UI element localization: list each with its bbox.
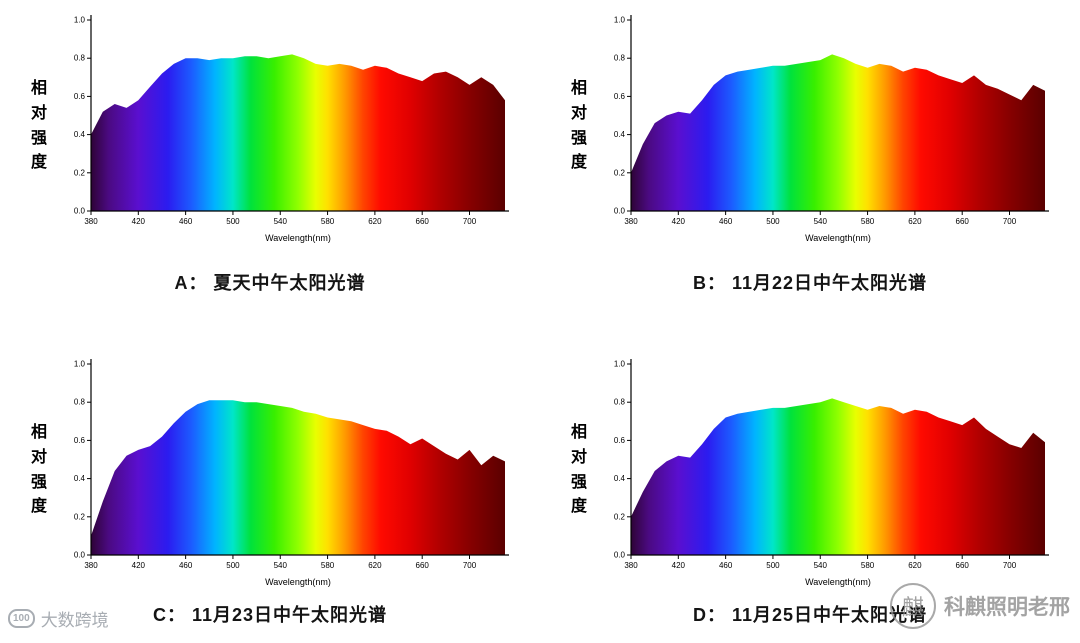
svg-text:540: 540 <box>274 217 288 226</box>
svg-text:0.4: 0.4 <box>74 474 86 483</box>
svg-text:580: 580 <box>321 217 335 226</box>
svg-text:0.6: 0.6 <box>74 436 86 445</box>
svg-text:460: 460 <box>179 561 193 570</box>
svg-text:1.0: 1.0 <box>74 360 86 369</box>
svg-text:420: 420 <box>132 217 146 226</box>
svg-text:0.2: 0.2 <box>74 168 86 177</box>
svg-text:460: 460 <box>719 561 733 570</box>
kirin-seal-icon: 麒 <box>890 583 936 629</box>
svg-text:700: 700 <box>463 561 477 570</box>
y-axis-label: 相对强度 <box>570 423 587 516</box>
svg-text:0.8: 0.8 <box>74 54 86 63</box>
svg-text:0.4: 0.4 <box>74 130 86 139</box>
bottom-left-watermark-text: 大数跨境 <box>40 611 109 630</box>
chart-b-plot-row: 相对强度 0.0 0.2 0.4 0.6 0.8 1.0 380 420 460 500 540 58… <box>569 8 1051 245</box>
svg-text:0.0: 0.0 <box>74 551 86 560</box>
svg-text:1.0: 1.0 <box>74 16 86 25</box>
svg-text:0.0: 0.0 <box>614 207 626 216</box>
svg-text:0.2: 0.2 <box>614 168 626 177</box>
svg-text:500: 500 <box>226 561 240 570</box>
y-axis-label: 相对强度 <box>30 79 47 172</box>
svg-text:0.0: 0.0 <box>74 207 86 216</box>
svg-text:420: 420 <box>132 561 146 570</box>
svg-text:620: 620 <box>908 561 922 570</box>
svg-text:660: 660 <box>416 217 430 226</box>
svg-text:Wavelength(nm): Wavelength(nm) <box>265 577 331 587</box>
svg-text:500: 500 <box>766 561 780 570</box>
svg-text:660: 660 <box>956 561 970 570</box>
svg-text:Wavelength(nm): Wavelength(nm) <box>805 233 871 243</box>
svg-text:620: 620 <box>908 217 922 226</box>
svg-text:Wavelength(nm): Wavelength(nm) <box>265 233 331 243</box>
svg-text:0.8: 0.8 <box>614 398 626 407</box>
svg-text:380: 380 <box>84 561 98 570</box>
svg-text:580: 580 <box>321 561 335 570</box>
spectrum-plot-b: 0.0 0.2 0.4 0.6 0.8 1.0 380 420 460 500 540 580 620 6… <box>614 15 1049 243</box>
svg-text:660: 660 <box>416 561 430 570</box>
svg-text:700: 700 <box>1003 217 1017 226</box>
svg-text:380: 380 <box>624 217 638 226</box>
svg-text:460: 460 <box>179 217 193 226</box>
svg-text:0.8: 0.8 <box>74 398 86 407</box>
svg-text:420: 420 <box>672 217 686 226</box>
svg-text:540: 540 <box>814 561 828 570</box>
svg-text:700: 700 <box>1003 561 1017 570</box>
svg-text:500: 500 <box>226 217 240 226</box>
dashu-kuajing-logo-icon: 100 <box>8 609 35 628</box>
y-axis-label: 相对强度 <box>570 79 587 172</box>
svg-text:0.4: 0.4 <box>614 130 626 139</box>
svg-text:620: 620 <box>368 217 382 226</box>
svg-text:0.2: 0.2 <box>614 512 626 521</box>
chart-caption-b: B： 11月22日中午太阳光谱 <box>692 273 928 293</box>
svg-text:700: 700 <box>463 217 477 226</box>
svg-text:500: 500 <box>766 217 780 226</box>
svg-text:Wavelength(nm): Wavelength(nm) <box>805 577 871 587</box>
svg-text:420: 420 <box>672 561 686 570</box>
svg-text:380: 380 <box>84 217 98 226</box>
svg-text:380: 380 <box>624 561 638 570</box>
chart-a-summer-noon-spectrum: 相对强度 0.0 0.2 0.4 0.6 0.8 1.0 380 420 460 500 540 58… <box>0 0 540 322</box>
svg-text:1.0: 1.0 <box>614 16 626 25</box>
svg-text:460: 460 <box>719 217 733 226</box>
svg-text:0.2: 0.2 <box>74 512 86 521</box>
chart-a-plot-row: 相对强度 0.0 0.2 0.4 0.6 0.8 1.0 380 420 460 500 540 58… <box>29 8 511 245</box>
spectrum-plot-a: 0.0 0.2 0.4 0.6 0.8 1.0 380 420 460 500 540 580 620 6… <box>74 15 509 243</box>
svg-text:0.8: 0.8 <box>614 54 626 63</box>
svg-text:0.6: 0.6 <box>614 92 626 101</box>
chart-d-plot-row: 相对强度 0.0 0.2 0.4 0.6 0.8 1.0 380 420 460 500 540 58… <box>569 352 1051 589</box>
bottom-right-watermark-text: 科麒照明老邢 <box>944 595 1070 619</box>
svg-text:0.4: 0.4 <box>614 474 626 483</box>
svg-text:0.6: 0.6 <box>614 436 626 445</box>
chart-d-nov25-noon-spectrum: 相对强度 0.0 0.2 0.4 0.6 0.8 1.0 380 420 460 500 540 58… <box>540 322 1080 643</box>
chart-c-plot-row: 相对强度 0.0 0.2 0.4 0.6 0.8 1.0 380 420 460 500 540 58… <box>29 352 511 589</box>
svg-text:0.0: 0.0 <box>614 551 626 560</box>
svg-text:540: 540 <box>814 217 828 226</box>
svg-text:0.6: 0.6 <box>74 92 86 101</box>
y-axis-label: 相对强度 <box>30 423 47 516</box>
chart-c-nov23-noon-spectrum: 相对强度 0.0 0.2 0.4 0.6 0.8 1.0 380 420 460 500 540 58… <box>0 322 540 643</box>
spectrum-plot-d: 0.0 0.2 0.4 0.6 0.8 1.0 380 420 460 500 540 580 620 6… <box>614 359 1049 587</box>
svg-text:620: 620 <box>368 561 382 570</box>
svg-text:580: 580 <box>861 561 875 570</box>
svg-text:1.0: 1.0 <box>614 360 626 369</box>
chart-b-nov22-noon-spectrum: 相对强度 0.0 0.2 0.4 0.6 0.8 1.0 380 420 460 500 540 58… <box>540 0 1080 322</box>
spectrum-plot-c: 0.0 0.2 0.4 0.6 0.8 1.0 380 420 460 500 540 580 620 6… <box>74 359 509 587</box>
bottom-left-watermark: 100 大数跨境 <box>8 606 109 631</box>
chart-caption-c: C： 11月23日中午太阳光谱 <box>152 605 388 625</box>
svg-text:540: 540 <box>274 561 288 570</box>
bottom-right-watermark: 麒 科麒照明老邢 <box>890 583 1070 629</box>
chart-caption-d: D： 11月25日中午太阳光谱 <box>692 605 928 625</box>
svg-text:660: 660 <box>956 217 970 226</box>
svg-text:580: 580 <box>861 217 875 226</box>
chart-caption-a: A： 夏天中午太阳光谱 <box>174 273 366 293</box>
